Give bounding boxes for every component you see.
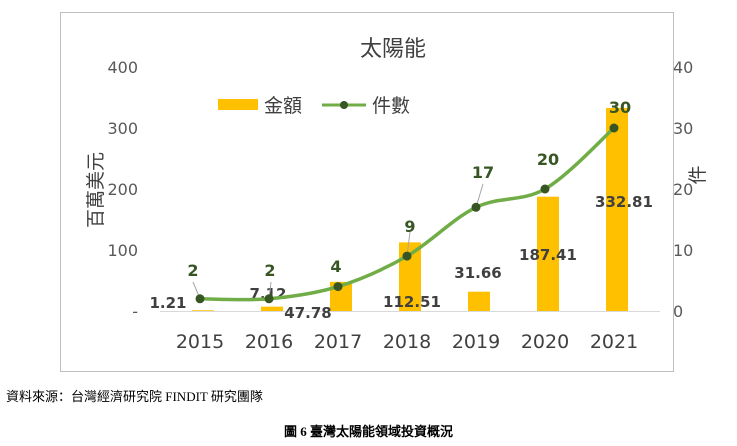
x-tick-label: 2021 <box>590 331 638 353</box>
count-data-label: 2 <box>187 261 198 280</box>
bar-data-label: 332.81 <box>595 193 653 211</box>
chart-frame <box>60 12 674 372</box>
count-point-2021 <box>609 123 619 133</box>
y-right-tick-label: 40 <box>673 58 693 77</box>
bar-data-label: 1.21 <box>149 294 186 312</box>
count-data-label: 20 <box>537 150 559 169</box>
y-left-tick-label: 200 <box>107 180 138 199</box>
bar-data-label: 47.78 <box>284 304 331 322</box>
bar-data-label: 112.51 <box>383 293 441 311</box>
bar-2019 <box>468 291 490 311</box>
y-left-tick-label: - <box>132 302 138 321</box>
bar-data-label: 187.41 <box>519 246 577 264</box>
bar-2020 <box>537 196 559 311</box>
x-tick-label: 2018 <box>383 331 431 353</box>
count-data-label: 4 <box>330 257 341 276</box>
x-tick-label: 2020 <box>521 331 569 353</box>
count-point-2018 <box>402 251 412 261</box>
count-point-2015 <box>195 294 205 304</box>
legend-label-amount: 金額 <box>264 95 302 117</box>
count-data-label: 9 <box>404 217 415 236</box>
y-left-tick-label: 100 <box>107 241 138 260</box>
y-right-tick-label: 20 <box>673 180 693 199</box>
bar-2021 <box>606 107 628 311</box>
legend-swatch-amount <box>218 99 258 110</box>
y-right-axis-label: 件 <box>687 165 709 184</box>
count-data-label: 17 <box>472 163 494 182</box>
y-left-tick-label: 400 <box>107 58 138 77</box>
x-tick-label: 2016 <box>245 331 293 353</box>
legend-marker-count <box>340 101 348 109</box>
x-tick-label: 2015 <box>176 331 224 353</box>
count-data-label: 2 <box>264 261 275 280</box>
x-tick-label: 2019 <box>452 331 500 353</box>
count-point-2016 <box>264 294 274 304</box>
y-left-axis-label: 百萬美元 <box>85 152 107 228</box>
y-left-tick-label: 300 <box>107 119 138 138</box>
count-point-2020 <box>540 184 550 194</box>
figure-caption: 圖 6 臺灣太陽能領域投資概況 <box>283 424 453 439</box>
y-right-tick-label: 30 <box>673 119 693 138</box>
chart-title: 太陽能 <box>360 37 426 62</box>
bar-2015 <box>192 310 214 312</box>
y-right-tick-label: 0 <box>673 302 683 321</box>
y-right-tick-label: 10 <box>673 241 693 260</box>
bar-data-label: 31.66 <box>454 264 501 282</box>
legend-label-count: 件數 <box>372 95 410 117</box>
x-tick-label: 2017 <box>314 331 362 353</box>
source-note: 資料來源：台灣經濟研究院 FINDIT 研究團隊 <box>6 389 263 404</box>
count-point-2019 <box>471 202 481 212</box>
count-data-label: 30 <box>609 98 631 117</box>
count-point-2017 <box>333 282 343 292</box>
bar-2016 <box>261 306 283 311</box>
